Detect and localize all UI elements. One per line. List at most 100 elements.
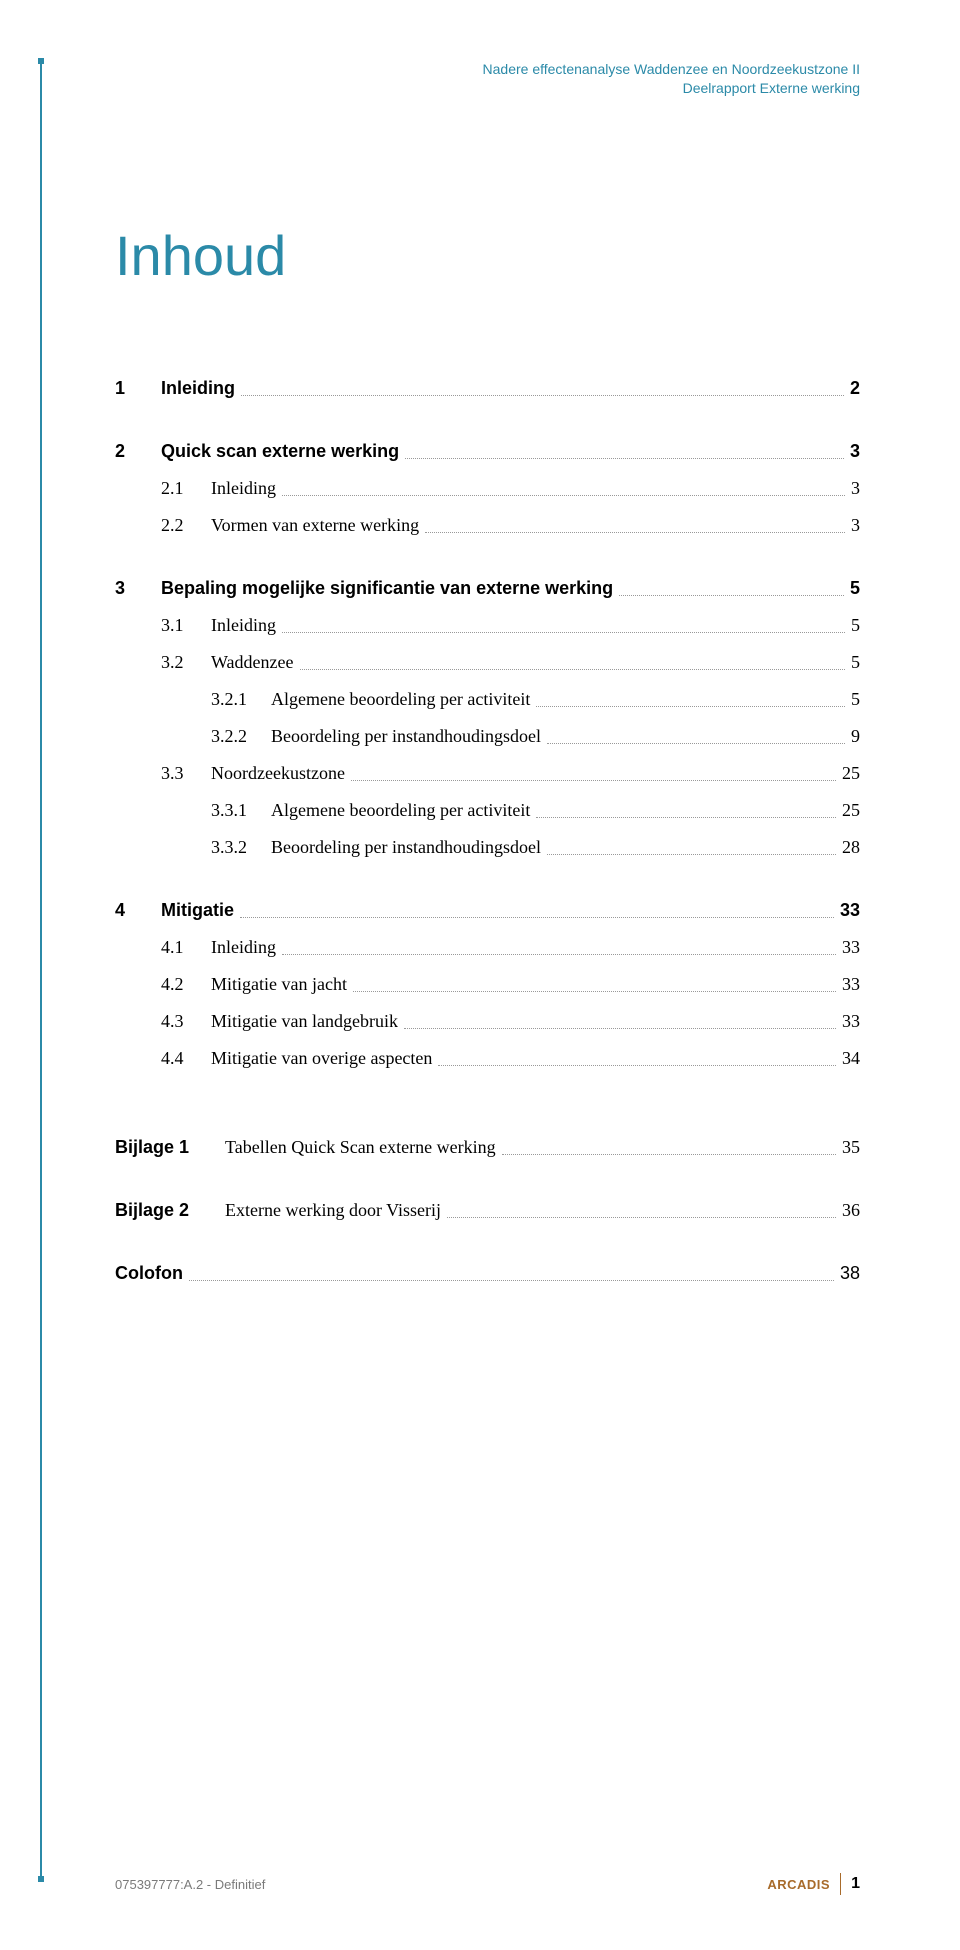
toc-entry: 3.3.1 Algemene beoordeling per activitei… bbox=[115, 800, 860, 821]
toc-leader bbox=[438, 1065, 836, 1066]
toc-num: 2.2 bbox=[161, 515, 199, 536]
toc-num: 3.2 bbox=[161, 652, 199, 673]
toc-leader bbox=[447, 1217, 836, 1218]
toc: 1 Inleiding 2 2 Quick scan externe werki… bbox=[115, 378, 860, 1284]
toc-num: 4.1 bbox=[161, 937, 199, 958]
bijlage-num: Bijlage 1 bbox=[115, 1137, 225, 1158]
toc-entry: 3.3 Noordzeekustzone 25 bbox=[115, 763, 860, 784]
toc-label: Inleiding bbox=[211, 937, 276, 958]
toc-entry: 2 Quick scan externe werking 3 bbox=[115, 441, 860, 462]
toc-page: 5 bbox=[851, 689, 860, 710]
footer-doc-ref: 075397777:A.2 - Definitief bbox=[115, 1877, 265, 1892]
toc-label: Mitigatie van jacht bbox=[211, 974, 347, 995]
toc-leader bbox=[240, 917, 834, 918]
toc-num: 2.1 bbox=[161, 478, 199, 499]
colofon-label: Colofon bbox=[115, 1263, 183, 1284]
toc-entry: 2.2 Vormen van externe werking 3 bbox=[115, 515, 860, 536]
page: Nadere effectenanalyse Waddenzee en Noor… bbox=[0, 0, 960, 1950]
toc-num: 4.3 bbox=[161, 1011, 199, 1032]
toc-label: Bepaling mogelijke significantie van ext… bbox=[161, 578, 613, 599]
toc-num: 3.3.1 bbox=[211, 800, 261, 821]
toc-label: Inleiding bbox=[211, 615, 276, 636]
toc-entry: 3.2.2 Beoordeling per instandhoudingsdoe… bbox=[115, 726, 860, 747]
toc-entry: 4 Mitigatie 33 bbox=[115, 900, 860, 921]
toc-label: Inleiding bbox=[211, 478, 276, 499]
toc-leader bbox=[547, 854, 836, 855]
header: Nadere effectenanalyse Waddenzee en Noor… bbox=[115, 60, 860, 98]
toc-leader bbox=[300, 669, 846, 670]
toc-label: Beoordeling per instandhoudingsdoel bbox=[271, 726, 541, 747]
toc-num: 1 bbox=[115, 378, 143, 399]
toc-page: 5 bbox=[851, 652, 860, 673]
toc-label: Quick scan externe werking bbox=[161, 441, 399, 462]
toc-page: 3 bbox=[850, 441, 860, 462]
toc-num: 3.2.1 bbox=[211, 689, 261, 710]
toc-page: 5 bbox=[851, 615, 860, 636]
toc-label: Inleiding bbox=[161, 378, 235, 399]
toc-entry: 4.1 Inleiding 33 bbox=[115, 937, 860, 958]
footer: 075397777:A.2 - Definitief ARCADIS 1 bbox=[115, 1873, 860, 1895]
toc-page: 33 bbox=[842, 974, 860, 995]
toc-entry: 4.2 Mitigatie van jacht 33 bbox=[115, 974, 860, 995]
toc-label: Vormen van externe werking bbox=[211, 515, 419, 536]
toc-leader bbox=[189, 1280, 834, 1281]
toc-label: Beoordeling per instandhoudingsdoel bbox=[271, 837, 541, 858]
toc-leader bbox=[282, 495, 845, 496]
toc-num: 3.1 bbox=[161, 615, 199, 636]
toc-leader bbox=[241, 395, 844, 396]
toc-page: 25 bbox=[842, 800, 860, 821]
footer-divider bbox=[840, 1873, 841, 1895]
toc-page: 2 bbox=[850, 378, 860, 399]
page-title: Inhoud bbox=[115, 223, 860, 288]
toc-leader bbox=[282, 954, 836, 955]
toc-num: 4.4 bbox=[161, 1048, 199, 1069]
toc-label: Mitigatie bbox=[161, 900, 234, 921]
toc-leader bbox=[536, 817, 836, 818]
toc-entry: 1 Inleiding 2 bbox=[115, 378, 860, 399]
toc-num: 3.3 bbox=[161, 763, 199, 784]
toc-page: 5 bbox=[850, 578, 860, 599]
colofon-entry: Colofon 38 bbox=[115, 1263, 860, 1284]
toc-entry: 2.1 Inleiding 3 bbox=[115, 478, 860, 499]
toc-page: 34 bbox=[842, 1048, 860, 1069]
toc-label: Algemene beoordeling per activiteit bbox=[271, 800, 530, 821]
toc-label: Mitigatie van landgebruik bbox=[211, 1011, 398, 1032]
bijlage-page: 36 bbox=[842, 1200, 860, 1221]
toc-page: 33 bbox=[842, 1011, 860, 1032]
toc-label: Algemene beoordeling per activiteit bbox=[271, 689, 530, 710]
toc-num: 4 bbox=[115, 900, 143, 921]
header-line-2: Deelrapport Externe werking bbox=[115, 79, 860, 98]
toc-leader bbox=[351, 780, 836, 781]
toc-page: 3 bbox=[851, 515, 860, 536]
toc-entry: 3.3.2 Beoordeling per instandhoudingsdoe… bbox=[115, 837, 860, 858]
toc-page: 9 bbox=[851, 726, 860, 747]
bijlage-page: 35 bbox=[842, 1137, 860, 1158]
toc-leader bbox=[425, 532, 845, 533]
bijlage-label: Tabellen Quick Scan externe werking bbox=[225, 1137, 496, 1158]
toc-entry: 4.3 Mitigatie van landgebruik 33 bbox=[115, 1011, 860, 1032]
toc-num: 2 bbox=[115, 441, 143, 462]
toc-num: 4.2 bbox=[161, 974, 199, 995]
colofon-page: 38 bbox=[840, 1263, 860, 1284]
toc-entry: 3.1 Inleiding 5 bbox=[115, 615, 860, 636]
toc-page: 28 bbox=[842, 837, 860, 858]
toc-entry: 3.2 Waddenzee 5 bbox=[115, 652, 860, 673]
toc-page: 25 bbox=[842, 763, 860, 784]
toc-num: 3.2.2 bbox=[211, 726, 261, 747]
toc-label: Noordzeekustzone bbox=[211, 763, 345, 784]
toc-leader bbox=[547, 743, 845, 744]
toc-entry: 4.4 Mitigatie van overige aspecten 34 bbox=[115, 1048, 860, 1069]
toc-leader bbox=[404, 1028, 836, 1029]
toc-num: 3 bbox=[115, 578, 143, 599]
bijlage-label: Externe werking door Visserij bbox=[225, 1200, 441, 1221]
header-line-1: Nadere effectenanalyse Waddenzee en Noor… bbox=[115, 60, 860, 79]
bijlage-entry: Bijlage 1 Tabellen Quick Scan externe we… bbox=[115, 1137, 860, 1158]
toc-entry: 3 Bepaling mogelijke significantie van e… bbox=[115, 578, 860, 599]
toc-label: Waddenzee bbox=[211, 652, 294, 673]
side-rule bbox=[40, 60, 42, 1880]
bijlage-entry: Bijlage 2 Externe werking door Visserij … bbox=[115, 1200, 860, 1221]
toc-leader bbox=[619, 595, 844, 596]
bijlage-num: Bijlage 2 bbox=[115, 1200, 225, 1221]
toc-num: 3.3.2 bbox=[211, 837, 261, 858]
toc-entry: 3.2.1 Algemene beoordeling per activitei… bbox=[115, 689, 860, 710]
